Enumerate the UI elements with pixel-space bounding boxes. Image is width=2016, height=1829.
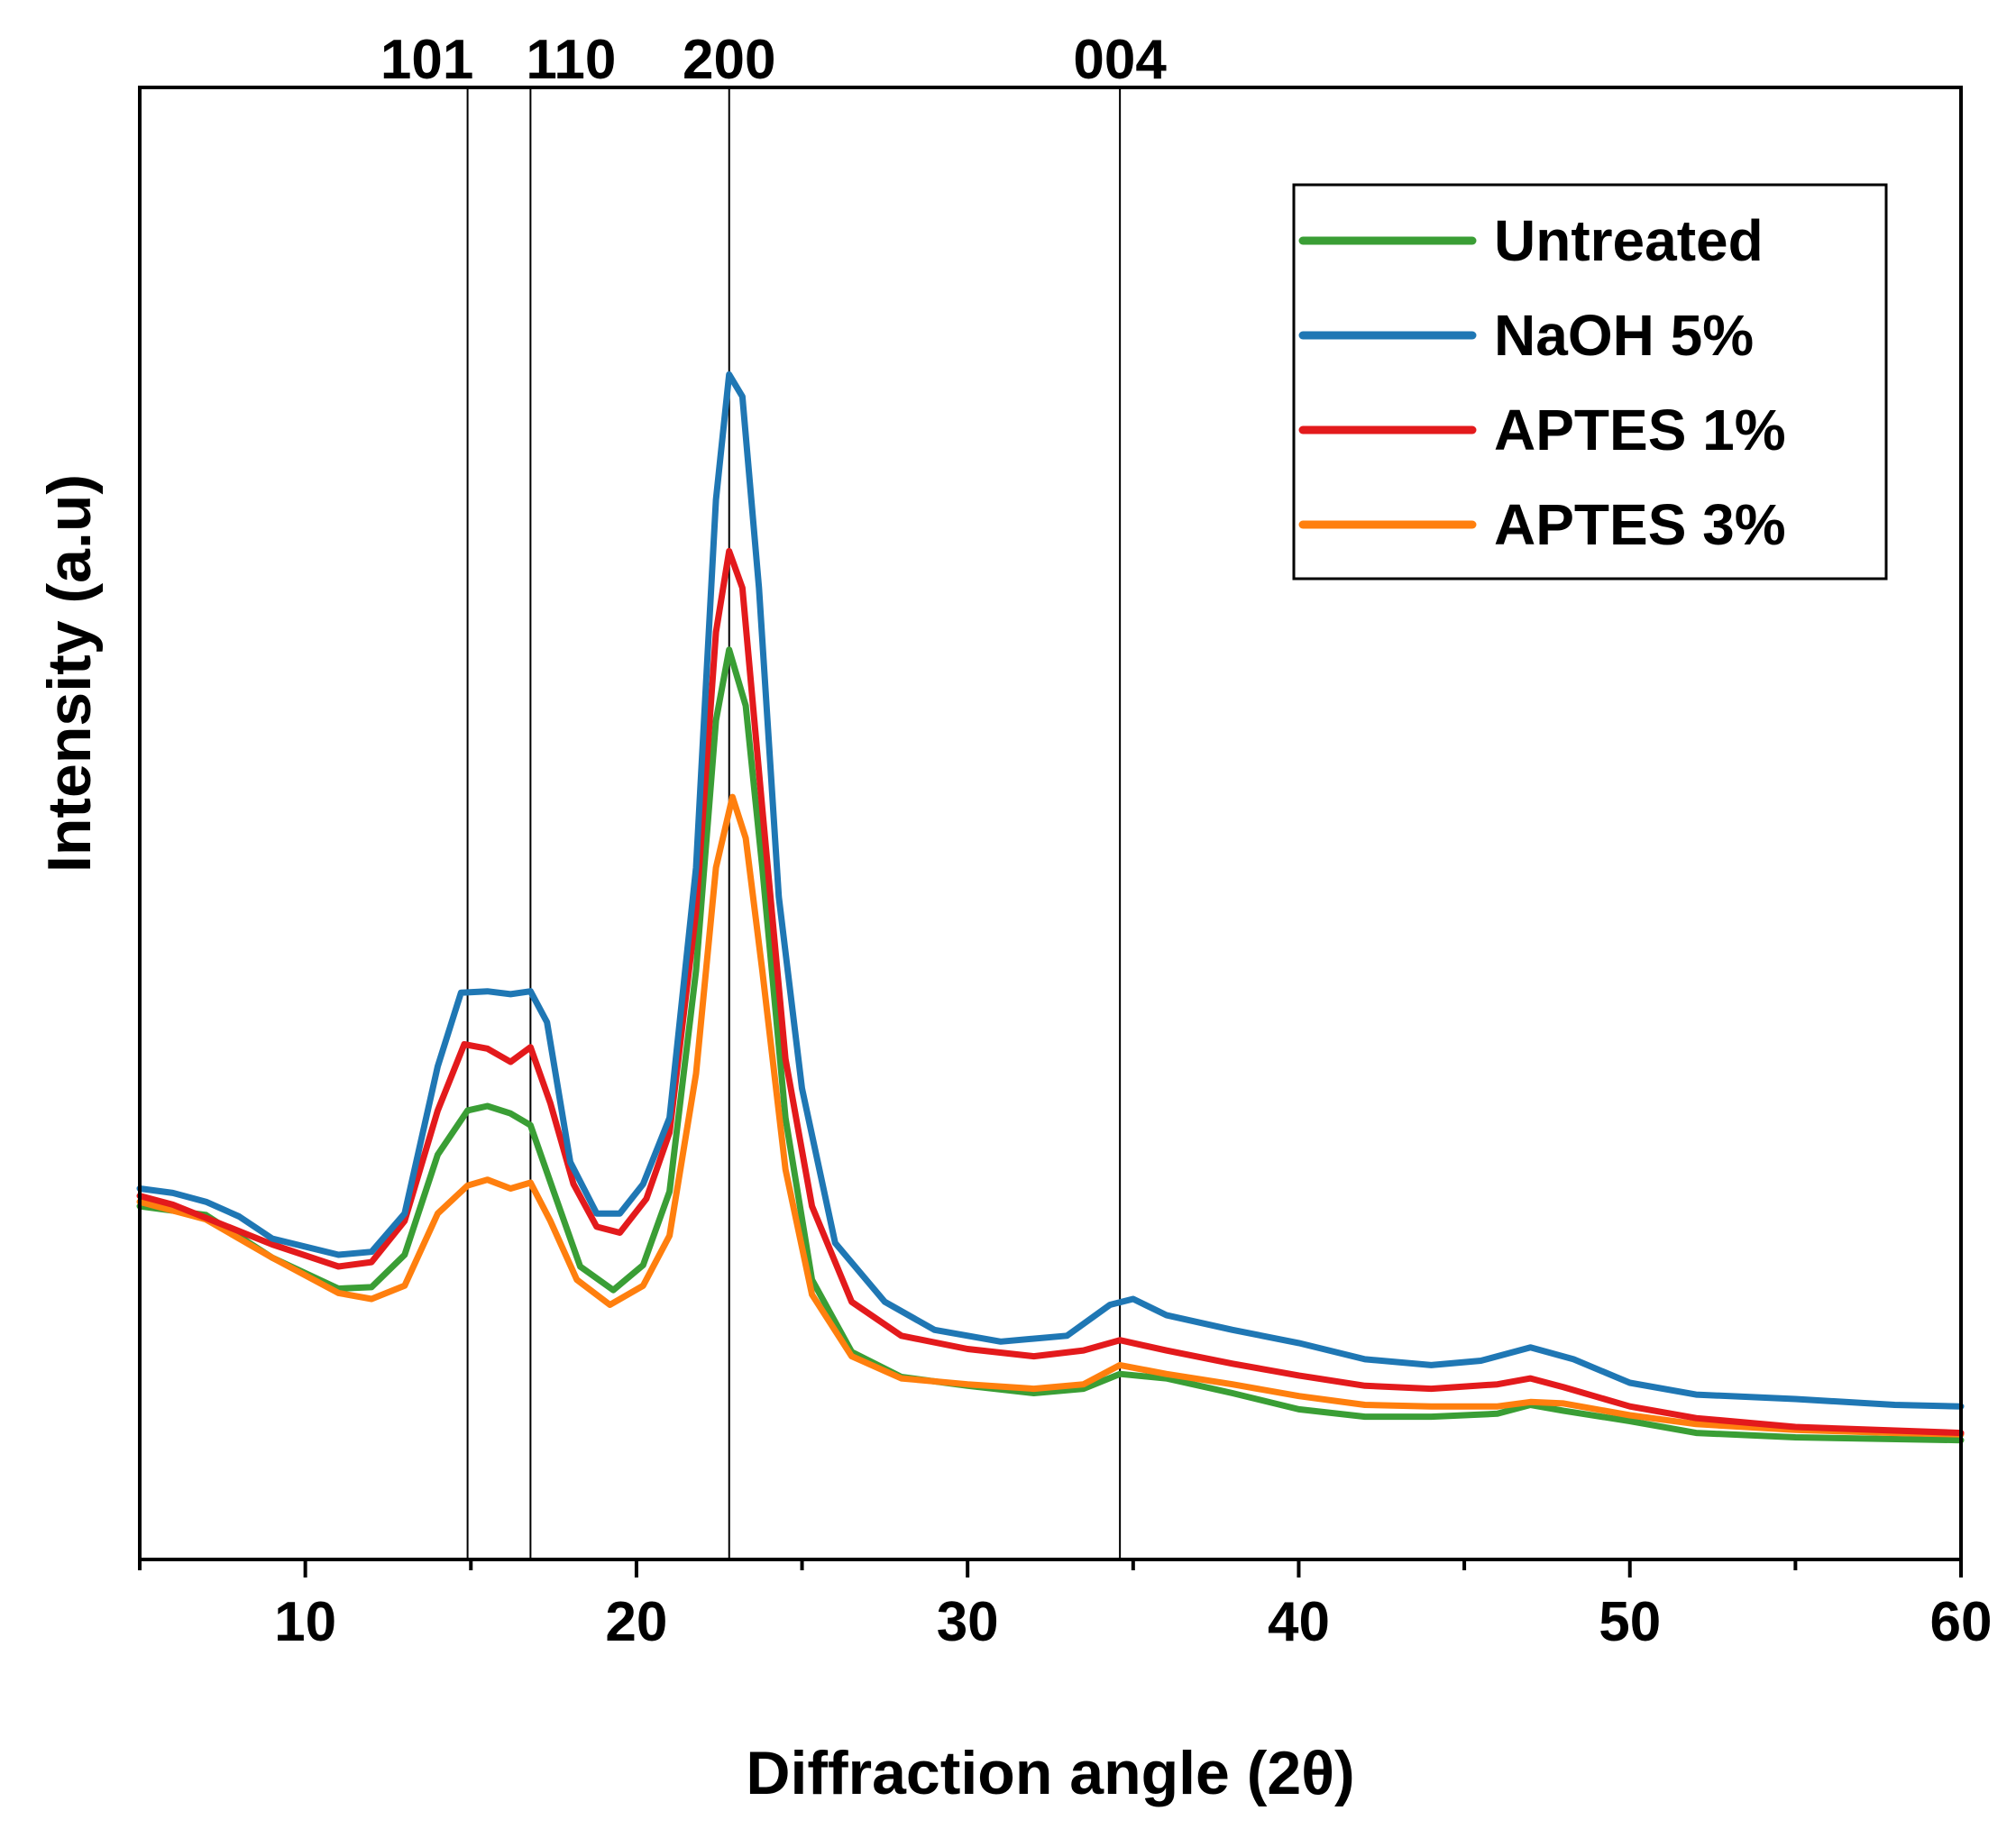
peak-labels: 101 110 200 004 — [380, 29, 1167, 91]
legend-label-untreated: Untreated — [1494, 208, 1764, 273]
legend-box — [1292, 183, 1888, 581]
series-line-naoh-5- — [136, 370, 1965, 1410]
legend-label-naoh-5-: NaOH 5% — [1494, 303, 1754, 368]
peak-label-004: 004 — [1073, 29, 1167, 91]
legend-label-aptes-1-: APTES 1% — [1494, 398, 1786, 462]
y-axis-title: Intensity (a.u) — [35, 474, 104, 873]
x-axis-title: Diffraction angle (2θ) — [746, 1739, 1354, 1807]
x-tick-label-10: 10 — [274, 1591, 336, 1653]
peak-label-200: 200 — [683, 29, 775, 91]
series-line-aptes-1- — [136, 547, 1965, 1437]
x-tick-label-20: 20 — [605, 1591, 667, 1653]
series-line-aptes-3- — [136, 793, 1965, 1438]
plot-frame — [138, 86, 1963, 1561]
x-tick-label-40: 40 — [1268, 1591, 1330, 1653]
series-line-untreated — [136, 646, 1965, 1444]
x-axis-tick-labels: 10 20 30 40 50 60 — [274, 1591, 1992, 1653]
x-tick-label-60: 60 — [1930, 1591, 1993, 1653]
legend: Untreated NaOH 5% APTES 1% APTES 3% — [1292, 183, 1888, 581]
x-tick-label-50: 50 — [1599, 1591, 1661, 1653]
x-tick-label-30: 30 — [937, 1591, 999, 1653]
x-axis-ticks — [138, 1559, 1963, 1578]
peak-label-101: 101 — [380, 29, 473, 91]
legend-label-aptes-3-: APTES 3% — [1494, 492, 1786, 557]
peak-label-110: 110 — [526, 29, 616, 91]
series-lines — [136, 370, 1965, 1444]
